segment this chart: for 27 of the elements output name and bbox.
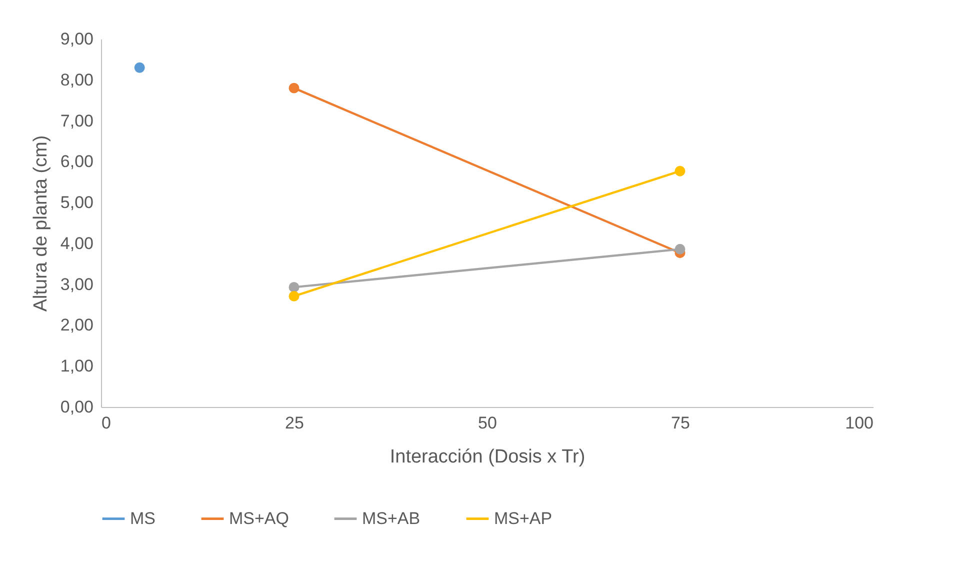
x-tick-label: 0 bbox=[102, 414, 111, 432]
point bbox=[288, 282, 300, 292]
y-tick-label: 7,00 bbox=[60, 111, 94, 130]
point bbox=[288, 290, 300, 302]
y-tick-label: 6,00 bbox=[60, 152, 94, 172]
x-tick-label: 25 bbox=[285, 414, 304, 432]
y-tick-label: 1,00 bbox=[60, 356, 94, 376]
y-tick-label: 0,00 bbox=[60, 398, 94, 416]
legend-label: MS+AQ bbox=[229, 508, 289, 528]
x-tick-label: 75 bbox=[671, 414, 690, 432]
legend-label: MS+AP bbox=[494, 508, 552, 528]
y-tick-label: 2,00 bbox=[60, 316, 94, 335]
x-tick-label: 100 bbox=[845, 414, 874, 432]
point bbox=[674, 244, 686, 254]
y-tick-label: 5,00 bbox=[60, 193, 94, 212]
x-axis-title: Interacción (Dosis x Tr) bbox=[390, 446, 586, 468]
legend-label: MS bbox=[130, 508, 156, 528]
y-axis-title: Altura de planta (cm) bbox=[30, 135, 52, 312]
y-tick-label: 9,00 bbox=[60, 30, 94, 48]
y-tick-label: 8,00 bbox=[60, 70, 94, 90]
point bbox=[674, 166, 686, 176]
point bbox=[134, 62, 145, 73]
y-tick-label: 3,00 bbox=[60, 274, 94, 294]
y-tick-label: 4,00 bbox=[60, 234, 94, 253]
point bbox=[288, 82, 300, 94]
legend-label: MS+AB bbox=[362, 508, 420, 528]
x-tick-label: 50 bbox=[478, 414, 497, 432]
